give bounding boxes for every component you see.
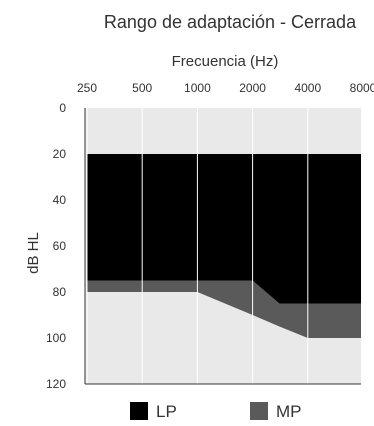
y-tick-label: 100 bbox=[46, 331, 66, 345]
y-tick-label: 40 bbox=[53, 193, 67, 207]
legend-label-mp: MP bbox=[276, 402, 302, 421]
y-tick-label: 20 bbox=[53, 147, 67, 161]
x-tick-label: 250 bbox=[77, 81, 97, 95]
legend-swatch-mp bbox=[250, 402, 268, 420]
y-tick-label: 120 bbox=[46, 377, 66, 391]
x-tick-label: 2000 bbox=[239, 81, 266, 95]
x-tick-label: 500 bbox=[132, 81, 152, 95]
series-area-mp bbox=[87, 280, 361, 338]
legend-swatch-lp bbox=[130, 402, 148, 420]
series-area-lp bbox=[87, 154, 361, 304]
legend: LP MP bbox=[130, 402, 302, 421]
x-tick-label: 8000 bbox=[350, 81, 374, 95]
y-tick-label: 0 bbox=[59, 101, 66, 115]
y-tick-label: 60 bbox=[53, 239, 67, 253]
y-tick-label: 80 bbox=[53, 285, 67, 299]
x-axis-title: Frecuencia (Hz) bbox=[172, 53, 279, 70]
legend-label-lp: LP bbox=[156, 402, 177, 421]
y-axis-title: dB HL bbox=[25, 232, 42, 274]
x-tick-label: 1000 bbox=[184, 81, 211, 95]
chart-title: Rango de adaptación - Cerrada bbox=[104, 12, 357, 32]
plot-area: 250 500 1000 2000 4000 8000 0 20 40 60 80 100 120 bbox=[46, 81, 374, 391]
x-tick-label: 4000 bbox=[294, 81, 321, 95]
